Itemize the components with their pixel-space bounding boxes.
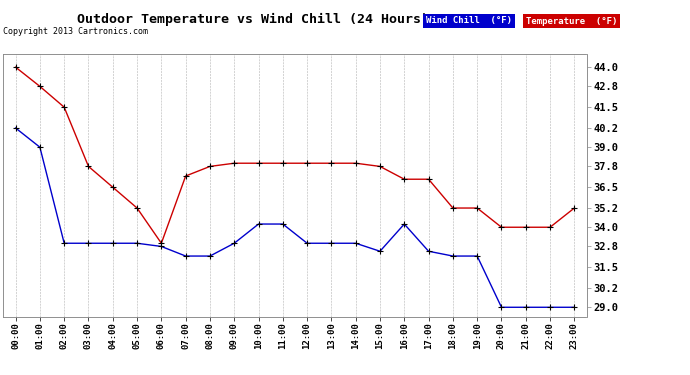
Text: Copyright 2013 Cartronics.com: Copyright 2013 Cartronics.com: [3, 27, 148, 36]
Text: Outdoor Temperature vs Wind Chill (24 Hours)  20130405: Outdoor Temperature vs Wind Chill (24 Ho…: [77, 13, 509, 26]
Text: Wind Chill  (°F): Wind Chill (°F): [426, 16, 512, 26]
Text: Temperature  (°F): Temperature (°F): [526, 16, 617, 26]
